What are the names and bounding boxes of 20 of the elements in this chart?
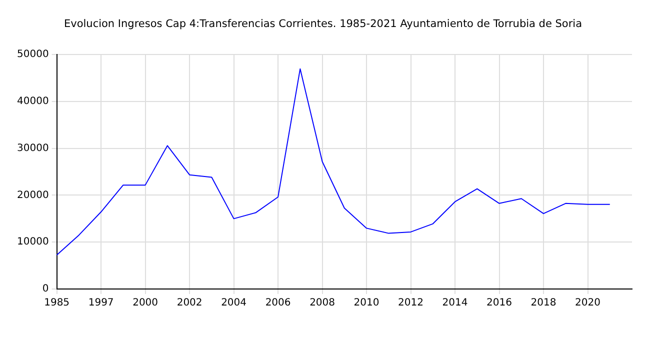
- x-tick-label: 2006: [265, 298, 291, 309]
- y-tick-label: 30000: [17, 142, 49, 154]
- x-tick-label: 2014: [442, 298, 468, 309]
- x-tick-label: 2002: [176, 298, 202, 309]
- y-tick-label: 0: [42, 284, 49, 295]
- x-tick-label: 2000: [132, 298, 158, 309]
- x-tick-label: 2016: [486, 298, 512, 309]
- x-tick-label: 1997: [88, 298, 114, 309]
- y-tick-label: 40000: [17, 96, 49, 108]
- y-tick-label: 20000: [17, 190, 49, 201]
- x-tick-label: 2008: [310, 298, 336, 309]
- y-tick-label: 10000: [17, 236, 49, 248]
- y-tick-label: 50000: [17, 49, 49, 60]
- x-tick-label: 2020: [575, 298, 600, 309]
- chart-title: Evolucion Ingresos Cap 4:Transferencias Corrientes. 1985-2021 Ayuntamiento de Torrubia de Soria: [64, 18, 582, 30]
- x-tick-label: 1985: [44, 298, 70, 309]
- x-tick-label: 2018: [530, 298, 556, 309]
- x-tick-label: 2010: [354, 298, 380, 309]
- x-tick-label: 2004: [221, 298, 247, 309]
- x-tick-label: 2012: [398, 298, 424, 309]
